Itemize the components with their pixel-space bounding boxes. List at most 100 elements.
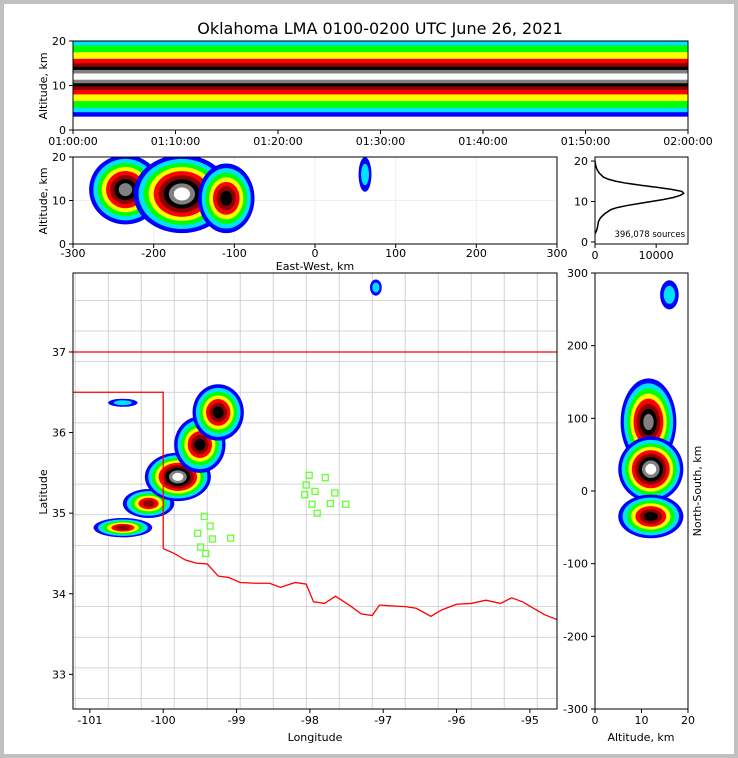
ew-height-x-tick-label: -100 [222,247,247,260]
ns-height-plot-area [618,280,684,539]
lma-station-marker [194,529,202,537]
plan-view-x-tick-label: -98 [301,714,319,727]
lma-station-marker [311,487,319,496]
ew-height-density-level [173,187,190,201]
plan-view-density-level [115,525,130,531]
ns-height-y-tick-label: 100 [567,412,588,425]
ns-height-y-tick-label: -100 [563,558,588,571]
ns-height-x-tick-label: 10 [635,714,649,727]
ns-height-y-tick-label: 300 [567,267,588,280]
plan-view-density-level [372,282,380,293]
plan-view-y-tick-label: 37 [52,346,66,359]
ew-height-xlabel: East-West, km [276,260,354,273]
ew-height-y-tick-label: 20 [52,151,66,164]
time-height-x-tick-label: 01:00:00 [48,135,97,148]
ns-height-density-level [663,285,676,304]
height-histogram-y-tick-label: 0 [581,236,588,249]
lma-station-marker [302,481,310,489]
ns-height-y-tick-label: -300 [563,703,588,716]
ew-height-x-tick-label: -200 [141,247,166,260]
time-height-panel: 01:00:00 01:10:00 01:20:00 01:30:00 01:40:00… [37,35,713,148]
ew-height-x-tick-label: 300 [547,247,568,260]
ns-height-x-tick-label: 20 [681,714,695,727]
lma-station-marker [305,471,313,479]
time-height-x-tick-label: 01:40:00 [458,135,507,148]
lma-station-marker [200,512,208,521]
height-histogram-x-tick-label: 0 [592,249,599,262]
time-height-y-tick-label: 0 [59,124,66,137]
ew-height-density-level [220,190,233,206]
height-histogram-x-tick-label: 10000 [639,249,674,262]
plan-view-y-tick-label: 35 [52,507,66,520]
ns-height-density-level [645,463,657,475]
time-height-y-tick-label: 20 [52,35,66,48]
time-height-x-tick-label: 01:20:00 [253,135,302,148]
plan-view-panel: -101 -100 -99 -98 -97 -96 -95 33 34 35 36 37 Longitu… [37,272,572,744]
plan-view-x-tick-label: -97 [374,714,392,727]
lma-station-marker [331,489,339,497]
plan-view-x-tick-label: -96 [448,714,466,727]
ns-height-density-level [643,511,658,522]
height-histogram-panel: 0 10000 0 10 20 396,078 sources [574,155,689,262]
ns-height-ylabel: North-South, km [691,446,704,537]
ew-height-density-level [118,183,133,197]
ew-height-x-tick-label: -300 [61,247,86,260]
lma-figure: Oklahoma LMA 0100-0200 UTC June 26, 2021… [37,19,713,744]
figure: Oklahoma LMA 0100-0200 UTC June 26, 2021… [4,4,734,754]
plan-view-plot-area [73,273,572,709]
ns-height-density-level [643,413,654,431]
plan-view-y-tick-label: 34 [52,588,66,601]
ns-height-y-tick-label: -200 [563,630,588,643]
height-histogram-line [595,160,685,235]
lma-station-marker [196,543,205,551]
ew-height-ylabel: Altitude, km [37,167,50,234]
red-river-border [162,548,557,621]
time-height-x-tick-label: 01:10:00 [151,135,200,148]
height-histogram-plot-area [595,160,685,235]
time-height-density-band [73,73,688,80]
lma-station-marker [321,474,329,482]
plan-view-x-tick-label: -95 [521,714,539,727]
plan-view-density-level [194,438,206,451]
ns-height-y-tick-label: 0 [581,485,588,498]
source-count-annotation: 396,078 sources [614,230,685,240]
oklahoma-arkansas-border [558,352,572,623]
time-height-y-tick-label: 10 [52,80,66,93]
plan-view-x-tick-label: -99 [228,714,246,727]
time-height-x-tick-label: 02:00:00 [663,135,712,148]
plan-view-y-tick-label: 33 [52,668,66,681]
plan-view-y-tick-label: 36 [52,427,66,440]
lma-station-marker [326,499,335,508]
plan-view-density-level [142,499,155,508]
time-height-ylabel: Altitude, km [37,52,50,119]
lma-station-marker [227,534,235,542]
ew-height-y-tick-label: 0 [59,238,66,251]
ew-height-x-tick-label: 0 [312,247,319,260]
figure-title: Oklahoma LMA 0100-0200 UTC June 26, 2021 [197,19,563,38]
ew-height-x-tick-label: 200 [466,247,487,260]
lma-station-marker [301,490,309,499]
lma-station-marker [308,500,316,508]
lma-station-marker [313,509,321,517]
oklahoma-texas-panhandle-border [73,391,164,549]
ew-height-y-tick-label: 10 [52,195,66,208]
plan-view-xlabel: Longitude [288,731,343,744]
ns-height-panel: 0 10 20 -300 -200 -100 0 100 200 300 Altitude, km N… [563,267,704,744]
lma-station-marker [342,500,350,508]
plan-view-density-level [113,400,132,406]
height-histogram-y-tick-label: 10 [574,196,588,209]
height-histogram-axes-frame [594,156,689,245]
plan-view-axes-frame [72,272,558,710]
plan-view-x-tick-label: -101 [77,714,102,727]
ew-height-density-level [361,163,369,186]
height-histogram-y-tick-label: 20 [574,155,588,168]
time-height-plot-area [73,41,688,117]
plan-view-density-level [172,472,184,481]
plan-view-x-tick-label: -100 [151,714,176,727]
ns-height-y-tick-label: 200 [567,340,588,353]
time-height-x-tick-label: 01:30:00 [356,135,405,148]
ns-height-xlabel: Altitude, km [607,731,674,744]
ew-height-panel: -300 -200 -100 0 100 200 300 0 10 20 East-West, km… [37,151,568,273]
ew-height-plot-area [73,157,557,244]
lma-station-marker [206,522,214,530]
